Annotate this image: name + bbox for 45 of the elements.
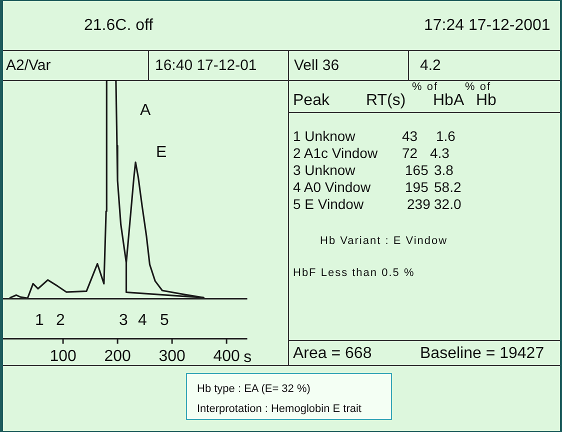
text: HbA [433,92,464,109]
text: 195 [405,179,428,195]
text: 21.6C. off [84,17,154,34]
text: 165 [405,162,428,178]
text: 43 [402,128,418,144]
text: Hb [476,92,496,109]
text: Baseline = 19427 [420,345,544,362]
text: 5 E Vindow [293,196,364,212]
text: Interprotation : Hemoglobin E trait [197,403,362,415]
text: 3 Unknow [293,162,356,178]
x-axis-title: s [244,349,252,366]
text: 72 [402,145,418,161]
text: RT(s) [366,92,406,109]
text: 16:40 17-12-01 [155,57,257,74]
text: 239 [407,196,430,212]
text: Hb type : EA (E= 32 %) [197,383,310,395]
x-tick-label: 400 [213,348,240,365]
text: Area = 668 [293,345,372,362]
text: 1.6 [436,128,456,144]
text: HbF Less than 0.5 % [293,267,415,279]
text: 2 A1c Vindow [293,145,378,161]
text: Peak [293,92,330,109]
text: 4.3 [430,145,450,161]
text: 1 [35,312,44,329]
text: A2/Var [6,57,51,74]
x-tick-label: 300 [158,348,186,365]
annotation: E [156,144,167,161]
text: Hb Variant : E Vindow [320,235,448,247]
text: 4.2 [420,57,441,74]
text: % of [465,81,492,93]
x-tick-label: 200 [104,348,131,365]
text: 4 [138,312,147,329]
text: 4 A0 Vindow [293,179,371,195]
annotation: A [140,102,151,119]
text: 3.8 [434,162,454,178]
text: 32.0 [434,196,462,212]
text: 17:24 17-12-2001 [424,17,550,34]
text: 3 [119,312,128,329]
text: Vell 36 [294,57,340,74]
x-tick-label: 100 [50,348,76,365]
text: 2 [56,312,65,329]
text: 5 [160,312,169,329]
text: % of [412,81,438,93]
text: 1 Unknow [293,128,356,144]
text: 58.2 [434,179,462,195]
